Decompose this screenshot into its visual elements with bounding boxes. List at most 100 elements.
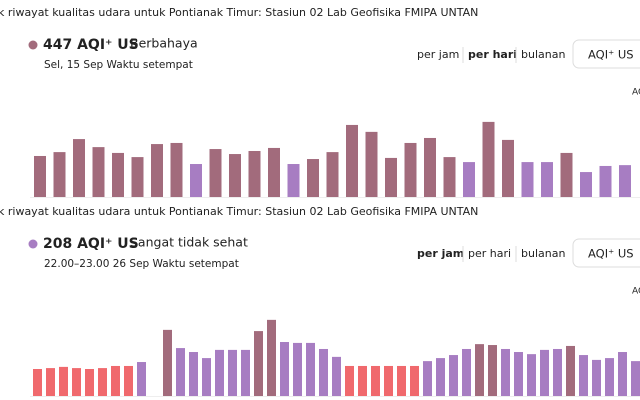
bar: [267, 319, 276, 396]
bar: [521, 162, 534, 197]
bar: [254, 331, 263, 396]
bar: [202, 358, 211, 396]
bar: [580, 172, 592, 197]
bar: [151, 144, 163, 197]
bar: [619, 165, 631, 197]
axis-label: AQ: [632, 88, 640, 98]
bar: [541, 162, 553, 197]
bar: [228, 349, 237, 396]
bar: [85, 369, 94, 396]
bar: [163, 329, 172, 396]
bar: [605, 358, 614, 396]
aqi-headline: 208 AQI⁺ US: [43, 236, 139, 252]
bar: [46, 368, 55, 396]
bar: [53, 152, 66, 197]
unit-button[interactable]: [572, 39, 640, 69]
bar: [112, 152, 124, 197]
bar: [307, 159, 319, 197]
bar: [397, 365, 406, 396]
bar: [527, 354, 536, 396]
bar: [92, 147, 105, 197]
bar: [462, 348, 471, 396]
bar: [111, 365, 120, 396]
bar: [326, 152, 339, 197]
period-tab[interactable]: per hari: [468, 48, 517, 61]
bar: [268, 147, 280, 197]
bar: [59, 366, 68, 396]
bar: [229, 154, 241, 197]
status-dot: [28, 40, 38, 50]
bar: [241, 349, 250, 396]
bar: [34, 155, 46, 197]
time-label: 22.00–23.00 26 Sep Waktu setempat: [44, 258, 239, 270]
bar: [482, 121, 495, 197]
bar: [72, 368, 81, 396]
bar: [190, 164, 202, 197]
bar: [410, 365, 419, 396]
bar: [488, 345, 497, 396]
bar: [514, 352, 523, 396]
bar: [618, 352, 627, 396]
page-title: k riwayat kualitas udara untuk Pontianak…: [0, 6, 478, 19]
bar: [404, 142, 417, 197]
bar: [346, 124, 358, 197]
bar: [137, 362, 146, 396]
bar: [443, 157, 456, 197]
period-tab[interactable]: per jam: [417, 48, 459, 61]
bar: [384, 365, 393, 396]
bar: [176, 348, 185, 396]
bar: [579, 355, 588, 396]
bar: [332, 356, 341, 396]
bar: [592, 359, 601, 396]
bar: [365, 131, 378, 197]
unit-button-label: AQI⁺ US: [588, 48, 634, 62]
bar: [319, 348, 328, 396]
bar: [385, 157, 397, 197]
bar: [560, 152, 573, 197]
page-title: k riwayat kualitas udara untuk Pontianak…: [0, 205, 478, 218]
bar: [73, 139, 85, 197]
bar: [131, 157, 144, 197]
bar: [358, 365, 367, 396]
bar: [475, 344, 484, 396]
bar: [124, 365, 133, 396]
bar: [540, 349, 549, 396]
aqi-status: Sangat tidak sehat: [130, 235, 248, 250]
bar: [424, 137, 436, 197]
bar: [436, 358, 445, 396]
bar: [502, 139, 514, 197]
period-tab[interactable]: bulanan: [521, 48, 565, 61]
aqi-headline: 447 AQI⁺ US: [43, 37, 139, 53]
bar: [215, 349, 224, 396]
unit-button-label: AQI⁺ US: [588, 247, 634, 261]
status-dot: [28, 239, 38, 249]
period-tab[interactable]: bulanan: [521, 247, 565, 260]
bar: [631, 361, 640, 396]
bar: [501, 348, 510, 396]
bar: [280, 342, 289, 396]
bar: [170, 142, 183, 197]
bar: [189, 352, 198, 396]
unit-button[interactable]: [572, 238, 640, 268]
bar: [566, 345, 575, 396]
axis-label: AQ: [632, 287, 640, 297]
bar: [33, 369, 42, 396]
bar: [293, 342, 302, 396]
bar: [98, 368, 107, 396]
period-tab[interactable]: per hari: [468, 247, 511, 260]
bar: [463, 162, 475, 197]
bar: [209, 149, 222, 197]
time-label: Sel, 15 Sep Waktu setempat: [44, 59, 193, 71]
aqi-status: Berbahaya: [130, 36, 198, 51]
bar: [423, 361, 432, 396]
bar: [306, 342, 315, 396]
bar: [345, 365, 354, 396]
bar: [599, 165, 612, 197]
bar: [248, 150, 261, 197]
bar: [371, 365, 380, 396]
period-tab[interactable]: per jam: [417, 247, 464, 260]
bar: [553, 348, 562, 396]
bar: [449, 355, 458, 396]
bar: [287, 164, 300, 197]
